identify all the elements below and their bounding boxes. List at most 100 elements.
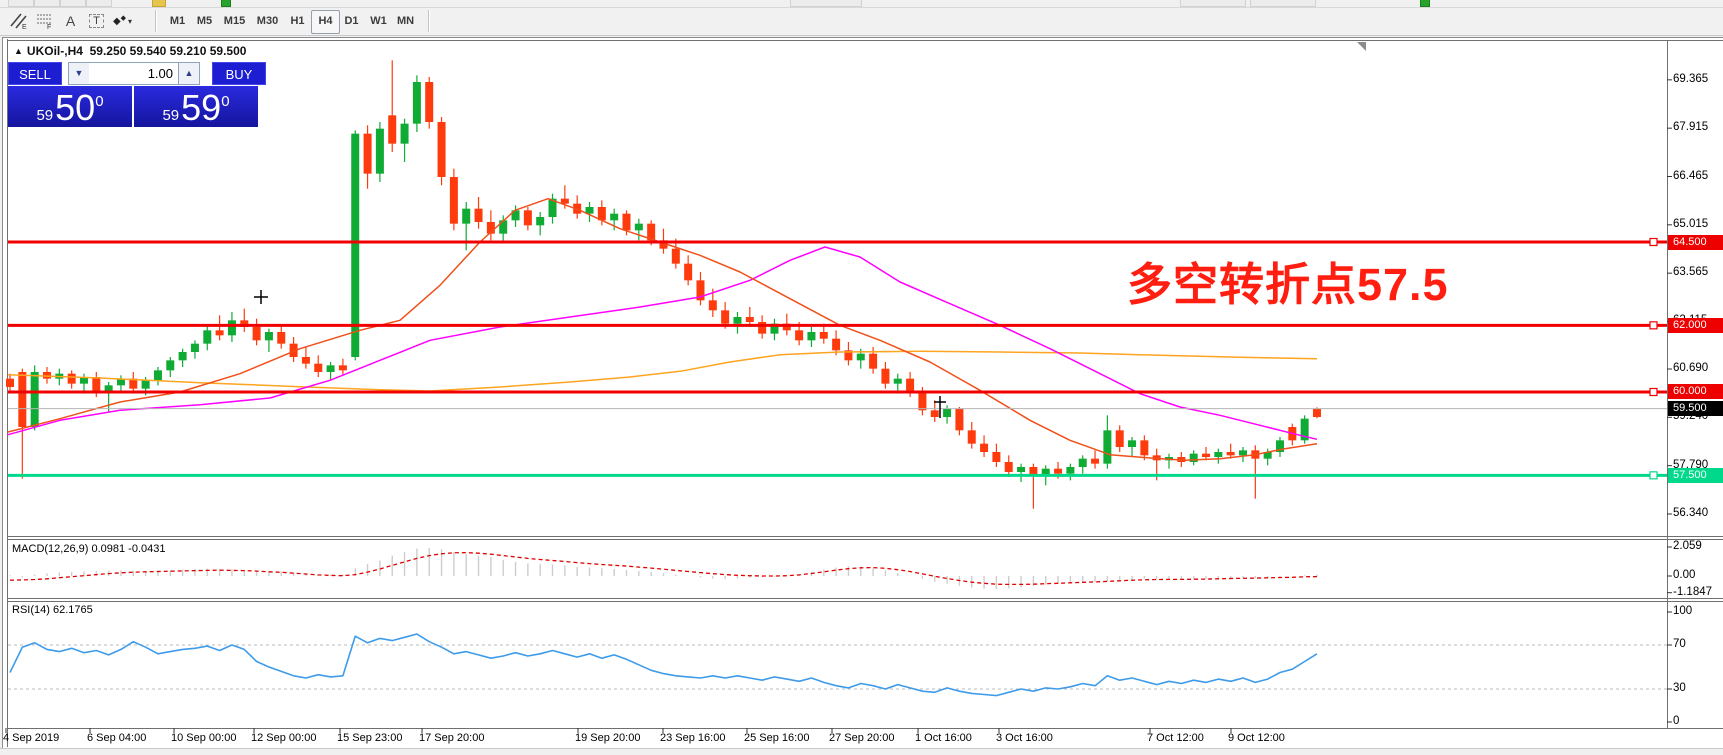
toolbar-fragment — [86, 0, 112, 7]
timeframe-d1-button[interactable]: D1 — [344, 15, 359, 27]
macd-label: MACD(12,26,9) 0.0981 -0.0431 — [12, 543, 166, 555]
price-badge-57.500: 57.500 — [1668, 467, 1723, 483]
trade-controls-row: SELL ▼ ▲ BUY — [8, 62, 266, 85]
direction-up-icon: ▲ — [14, 46, 23, 56]
price-badge-64.500: 64.500 — [1668, 234, 1723, 250]
price-tick-label: 60.690 — [1673, 361, 1709, 374]
window-bottom-strip — [0, 748, 1723, 755]
equidistant-channel-button[interactable]: E — [6, 9, 31, 33]
timeframe-mn-button[interactable]: MN — [396, 15, 415, 27]
toolbar-separator — [428, 10, 430, 32]
text-box-icon: T — [89, 14, 104, 28]
macd-tick-label: 0.00 — [1673, 569, 1696, 581]
time-label: 19 Sep 20:00 — [575, 732, 641, 744]
time-label: 6 Sep 04:00 — [87, 732, 147, 744]
chevron-down-icon: ▾ — [128, 16, 133, 26]
time-label: 9 Oct 12:00 — [1228, 732, 1285, 744]
toolbar-fragment — [790, 0, 862, 7]
timeframe-m30-button[interactable]: M30 — [256, 15, 279, 27]
price-tick-label: 66.465 — [1673, 169, 1709, 182]
time-label: 25 Sep 16:00 — [744, 732, 810, 744]
time-label: 1 Oct 16:00 — [915, 732, 972, 744]
rsi-tick-label: 0 — [1673, 715, 1680, 727]
sell-price-big: 50 — [55, 87, 96, 128]
price-tick-label: 69.365 — [1673, 72, 1709, 85]
timeframe-w1-button[interactable]: W1 — [370, 15, 387, 27]
timeframe-h1-button[interactable]: H1 — [290, 15, 305, 27]
toolbar: E F A T ◆◆ ▾ M1 M5 M15 M30 H1 H4 D1 W1 MN — [0, 8, 1723, 36]
time-label: 7 Oct 12:00 — [1147, 732, 1204, 744]
price-tick-label: 57.790 — [1673, 458, 1709, 471]
time-label: 12 Sep 00:00 — [251, 732, 317, 744]
toolbar-fragment — [1250, 0, 1316, 7]
partial-toolbar-strip — [0, 0, 1723, 8]
arrows-icon: ◆◆ — [112, 14, 127, 27]
volume-increase-button[interactable]: ▲ — [178, 62, 200, 85]
main-pane-top-border — [7, 40, 1723, 41]
chart-text-annotation: 多空转折点57.5 — [1127, 259, 1449, 310]
text-label-icon: A — [65, 13, 76, 29]
fibonacci-icon: F — [36, 14, 51, 30]
chart-shift-marker-icon — [1357, 42, 1366, 51]
macd-tick-label: 2.059 — [1673, 540, 1702, 552]
price-badge-60.000: 60.000 — [1668, 384, 1723, 400]
quote-ohlc: 59.250 59.540 59.210 59.500 — [89, 44, 247, 58]
time-axis-border — [7, 728, 1723, 729]
trade-prices-row: 59 50 0 59 59 0 — [8, 86, 266, 127]
price-tick-label: 65.015 — [1673, 217, 1709, 230]
symbol-title: UKOil-,H4 — [26, 44, 83, 58]
chevron-up-icon: ▲ — [184, 68, 194, 78]
pane-separator — [7, 598, 1723, 599]
price-badge-62.000: 62.000 — [1668, 317, 1723, 333]
timeframe-h4-button[interactable]: H4 — [311, 10, 340, 34]
volume-decrease-button[interactable]: ▼ — [68, 62, 90, 85]
macd-tick-label: -1.1847 — [1673, 585, 1713, 598]
rsi-tick-label: 70 — [1673, 638, 1686, 650]
toolbar-fragment-yellow — [152, 0, 166, 7]
sell-price-button[interactable]: 59 50 0 — [8, 86, 132, 127]
price-tick-label: 67.915 — [1673, 121, 1709, 134]
price-axis-line — [1667, 40, 1668, 729]
sell-button[interactable]: SELL — [8, 62, 62, 85]
buy-price-big: 59 — [181, 87, 222, 128]
time-label: 10 Sep 00:00 — [171, 732, 237, 744]
toolbar-fragment-green — [221, 0, 231, 7]
timeframe-m15-button[interactable]: M15 — [223, 15, 246, 27]
equidistant-channel-icon: E — [9, 13, 27, 30]
window-frame — [7, 39, 8, 747]
volume-input[interactable] — [89, 62, 179, 85]
one-click-trading-panel: SELL ▼ ▲ BUY 59 50 0 59 59 0 — [8, 62, 266, 127]
text-box-button[interactable]: T — [84, 9, 109, 33]
sell-price-sup: 0 — [95, 93, 104, 110]
time-label: 23 Sep 16:00 — [660, 732, 726, 744]
timeframe-m5-button[interactable]: M5 — [196, 15, 213, 27]
sell-price-small: 59 — [36, 107, 54, 124]
price-badge-59.500: 59.500 — [1668, 401, 1723, 417]
buy-button[interactable]: BUY — [212, 62, 266, 85]
pane-separator — [7, 539, 1723, 540]
quote-line: ▲ UKOil-,H4 59.250 59.540 59.210 59.500 — [14, 44, 246, 58]
buy-price-sup: 0 — [221, 93, 230, 110]
toolbar-fragment-green — [1420, 0, 1430, 7]
price-tick-label: 56.340 — [1673, 506, 1709, 519]
toolbar-fragment — [1180, 0, 1246, 7]
text-label-button[interactable]: A — [58, 9, 83, 33]
rsi-label: RSI(14) 62.1765 — [12, 604, 93, 616]
rsi-tick-label: 30 — [1673, 682, 1686, 694]
time-label: 3 Oct 16:00 — [996, 732, 1053, 744]
time-label: 27 Sep 20:00 — [829, 732, 895, 744]
arrows-tool-button[interactable]: ◆◆ ▾ — [110, 9, 135, 33]
svg-text:E: E — [22, 24, 27, 30]
toolbar-separator — [155, 10, 157, 32]
svg-text:F: F — [47, 24, 51, 30]
timeframe-m1-button[interactable]: M1 — [169, 15, 186, 27]
chevron-down-icon: ▼ — [74, 68, 84, 78]
price-tick-label: 63.565 — [1673, 266, 1709, 279]
time-label: 4 Sep 2019 — [3, 732, 60, 744]
buy-price-small: 59 — [162, 107, 180, 124]
buy-price-button[interactable]: 59 59 0 — [134, 86, 258, 127]
time-label: 17 Sep 20:00 — [419, 732, 485, 744]
fibonacci-retracement-button[interactable]: F — [32, 9, 57, 33]
